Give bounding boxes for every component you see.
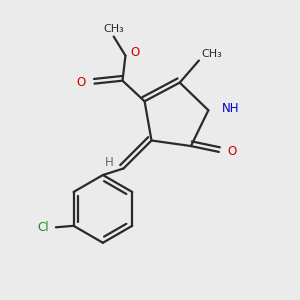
- Text: H: H: [104, 156, 113, 169]
- Text: O: O: [228, 146, 237, 158]
- Text: O: O: [76, 76, 86, 89]
- Text: Cl: Cl: [37, 221, 49, 234]
- Text: CH₃: CH₃: [103, 24, 124, 34]
- Text: O: O: [131, 46, 140, 59]
- Text: CH₃: CH₃: [202, 49, 223, 59]
- Text: NH: NH: [222, 102, 239, 115]
